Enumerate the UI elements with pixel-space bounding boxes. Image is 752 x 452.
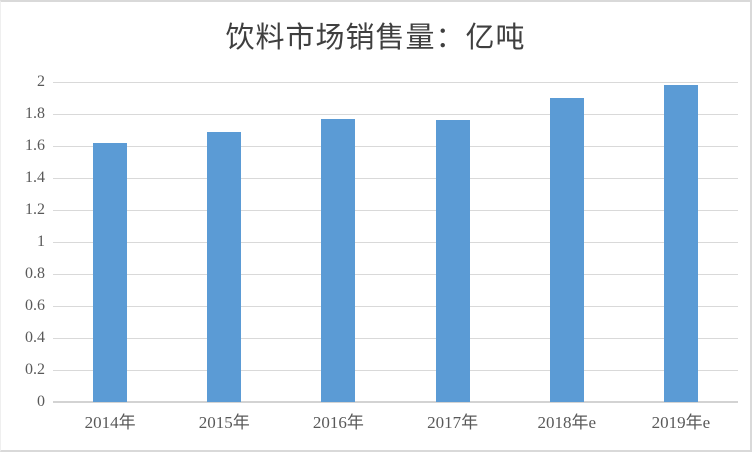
y-axis-label: 1 [37, 233, 45, 250]
x-axis-label: 2018年e [537, 413, 596, 432]
gridline [53, 274, 738, 275]
gridline [53, 178, 738, 179]
y-axis-label: 1.2 [25, 201, 45, 218]
bar [435, 120, 470, 402]
x-axis-label: 2015年 [198, 413, 250, 432]
gridline [53, 370, 738, 371]
x-axis-line [53, 401, 738, 403]
bar [321, 118, 356, 402]
y-axis-label: 0.6 [25, 297, 45, 314]
y-axis-label: 1.4 [25, 169, 45, 186]
chart-title: 饮料市场销售量：亿吨 [225, 22, 526, 54]
bar [93, 142, 128, 402]
y-axis-label: 2 [37, 73, 45, 90]
y-axis-label: 0.2 [25, 361, 45, 378]
gridline [53, 210, 738, 211]
gridline [53, 306, 738, 307]
y-axis-label: 1.8 [25, 105, 45, 122]
x-axis-label: 2019年e [651, 413, 711, 432]
bar [549, 98, 584, 402]
y-axis-label: 0.4 [25, 329, 45, 346]
x-axis-label: 2016年 [312, 413, 364, 432]
bar [663, 85, 698, 402]
gridline [53, 82, 738, 83]
y-axis-label: 1.6 [25, 137, 45, 154]
y-axis-label: 0 [37, 393, 45, 410]
gridline [53, 146, 738, 147]
x-axis-label: 2014年 [84, 413, 136, 432]
gridline [53, 242, 738, 243]
x-axis-label: 2017年 [427, 413, 479, 432]
gridline [53, 338, 738, 339]
plot-area [53, 82, 738, 403]
y-axis-label: 0.8 [25, 265, 45, 282]
gridline [53, 114, 738, 115]
bar [207, 131, 242, 402]
